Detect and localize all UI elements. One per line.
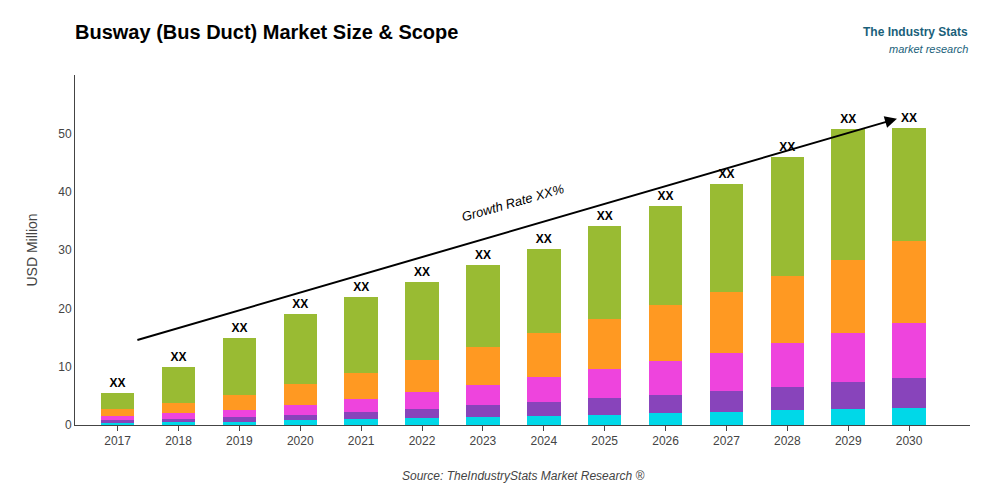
svg-text:2019: 2019 bbox=[226, 434, 253, 448]
svg-text:2022: 2022 bbox=[409, 434, 436, 448]
svg-text:30: 30 bbox=[58, 243, 72, 257]
svg-text:2029: 2029 bbox=[835, 434, 862, 448]
svg-text:0: 0 bbox=[65, 418, 72, 432]
svg-text:10: 10 bbox=[58, 360, 72, 374]
svg-text:2020: 2020 bbox=[287, 434, 314, 448]
svg-text:XX: XX bbox=[475, 248, 491, 262]
svg-text:2028: 2028 bbox=[774, 434, 801, 448]
svg-text:XX: XX bbox=[779, 140, 795, 154]
svg-text:XX: XX bbox=[840, 112, 856, 126]
svg-text:XX: XX bbox=[414, 265, 430, 279]
svg-text:XX: XX bbox=[658, 189, 674, 203]
svg-text:XX: XX bbox=[292, 297, 308, 311]
svg-text:Growth Rate XX%: Growth Rate XX% bbox=[460, 181, 566, 224]
svg-text:XX: XX bbox=[353, 280, 369, 294]
svg-text:50: 50 bbox=[58, 127, 72, 141]
svg-text:2030: 2030 bbox=[896, 434, 923, 448]
svg-text:2021: 2021 bbox=[348, 434, 375, 448]
svg-text:Busway (Bus Duct) Market Size: Busway (Bus Duct) Market Size & Scope bbox=[75, 21, 458, 43]
svg-text:XX: XX bbox=[597, 209, 613, 223]
svg-text:2024: 2024 bbox=[530, 434, 557, 448]
svg-text:2026: 2026 bbox=[652, 434, 679, 448]
svg-text:market research: market research bbox=[889, 43, 968, 55]
svg-text:XX: XX bbox=[231, 321, 247, 335]
svg-text:40: 40 bbox=[58, 185, 72, 199]
svg-text:XX: XX bbox=[901, 111, 917, 125]
svg-text:XX: XX bbox=[536, 232, 552, 246]
svg-text:XX: XX bbox=[110, 376, 126, 390]
svg-text:2023: 2023 bbox=[470, 434, 497, 448]
svg-text:20: 20 bbox=[58, 302, 72, 316]
svg-text:2017: 2017 bbox=[104, 434, 131, 448]
svg-text:2025: 2025 bbox=[591, 434, 618, 448]
svg-text:The Industry Stats: The Industry Stats bbox=[863, 25, 968, 39]
svg-text:XX: XX bbox=[170, 350, 186, 364]
svg-text:Source: TheIndustryStats Marke: Source: TheIndustryStats Market Research… bbox=[402, 469, 644, 483]
svg-text:XX: XX bbox=[718, 167, 734, 181]
svg-text:2018: 2018 bbox=[165, 434, 192, 448]
svg-text:2027: 2027 bbox=[713, 434, 740, 448]
svg-text:USD Million: USD Million bbox=[24, 213, 40, 286]
